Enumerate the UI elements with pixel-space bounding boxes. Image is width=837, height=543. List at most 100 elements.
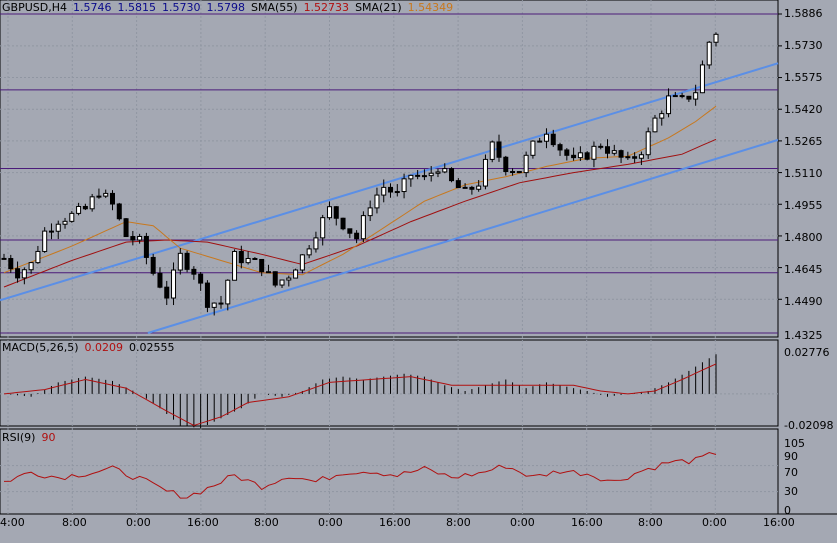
candle-body bbox=[523, 154, 529, 174]
sma21-label: SMA(21) bbox=[355, 1, 402, 14]
candle-body bbox=[96, 195, 102, 198]
candle-body bbox=[326, 206, 332, 219]
candle-body bbox=[177, 252, 183, 271]
price-tick: 1.5265 bbox=[784, 135, 823, 148]
candle-body bbox=[21, 269, 27, 279]
candle-body bbox=[252, 257, 258, 260]
candle-body bbox=[584, 152, 590, 160]
price-tick: 1.4955 bbox=[784, 199, 823, 212]
rsi-tick: 70 bbox=[784, 466, 798, 479]
candle-body bbox=[679, 95, 685, 98]
candle-body bbox=[109, 192, 115, 205]
candle-body bbox=[625, 156, 631, 159]
candle-body bbox=[184, 252, 190, 270]
candle-body bbox=[686, 95, 692, 100]
candle-body bbox=[62, 220, 68, 225]
candle-body bbox=[198, 273, 204, 284]
macd-tick: 0.02776 bbox=[784, 346, 830, 359]
price-tick: 1.5575 bbox=[784, 71, 823, 84]
candle-body bbox=[150, 256, 156, 274]
candle-body bbox=[510, 171, 516, 174]
candle-body bbox=[265, 271, 271, 274]
time-tick: 16:00 bbox=[763, 516, 795, 529]
candle-body bbox=[408, 174, 414, 180]
candle-body bbox=[123, 218, 129, 238]
candle-body bbox=[320, 217, 326, 239]
candle-body bbox=[157, 272, 163, 288]
time-tick: 16:00 bbox=[187, 516, 219, 529]
low-value: 1.5730 bbox=[161, 1, 201, 14]
candle-body bbox=[8, 258, 14, 270]
candle-body bbox=[652, 117, 658, 133]
macd-value-1: 0.0209 bbox=[84, 341, 124, 354]
sma55-line bbox=[3, 138, 717, 288]
price-tick: 1.4645 bbox=[784, 263, 823, 276]
price-tick: 1.4800 bbox=[784, 231, 823, 244]
candle-body bbox=[367, 207, 373, 217]
time-tick: 0:00 bbox=[318, 516, 343, 529]
candle-body bbox=[333, 206, 339, 219]
candle-body bbox=[225, 279, 231, 305]
rsi-label: RSI(9) bbox=[2, 431, 36, 444]
close-value: 1.5798 bbox=[206, 1, 245, 14]
time-tick: 4:00 bbox=[0, 516, 25, 529]
channel-upper-line bbox=[0, 62, 779, 302]
candle-body bbox=[713, 33, 719, 43]
candle-body bbox=[645, 131, 651, 156]
price-tick: 1.5730 bbox=[784, 39, 823, 52]
time-tick: 8:00 bbox=[62, 516, 87, 529]
candle-body bbox=[89, 196, 95, 210]
rsi-tick: 105 bbox=[784, 437, 805, 450]
candle-body bbox=[232, 251, 238, 281]
candle-body bbox=[354, 232, 360, 240]
candle-body bbox=[293, 269, 299, 279]
candle-body bbox=[632, 156, 638, 159]
price-tick: 1.5420 bbox=[784, 103, 823, 116]
candle-body bbox=[381, 186, 387, 196]
candle-body bbox=[259, 258, 265, 273]
candle-body bbox=[598, 145, 604, 148]
candle-body bbox=[299, 254, 305, 271]
sma21-line bbox=[3, 105, 717, 276]
candle-body bbox=[347, 228, 353, 234]
candle-body bbox=[388, 186, 394, 193]
time-tick: 16:00 bbox=[379, 516, 411, 529]
rsi-header: RSI(9) 90 bbox=[2, 432, 61, 444]
candle-body bbox=[482, 158, 488, 187]
rsi-panel-frame bbox=[0, 428, 779, 515]
candle-body bbox=[204, 282, 210, 308]
time-tick: 0:00 bbox=[510, 516, 535, 529]
candle-body bbox=[218, 302, 224, 305]
sma55-value: 1.52733 bbox=[303, 1, 350, 14]
candle-body bbox=[340, 217, 346, 230]
time-tick: 16:00 bbox=[571, 516, 603, 529]
candle-body bbox=[313, 237, 319, 250]
candle-body bbox=[48, 230, 54, 233]
time-tick: 8:00 bbox=[254, 516, 279, 529]
candle-body bbox=[15, 268, 21, 279]
symbol-label: GBPUSD,H4 bbox=[2, 1, 67, 14]
high-value: 1.5815 bbox=[117, 1, 156, 14]
candle-body bbox=[489, 141, 495, 160]
candle-body bbox=[130, 236, 136, 241]
macd-signal-line bbox=[3, 363, 717, 427]
candle-body bbox=[530, 140, 536, 156]
macd-panel-frame bbox=[0, 339, 779, 427]
time-tick: 0:00 bbox=[126, 516, 151, 529]
candle-body bbox=[537, 140, 543, 143]
candle-body bbox=[516, 171, 522, 174]
candle-body bbox=[279, 279, 285, 286]
candle-body bbox=[211, 302, 217, 308]
candle-body bbox=[394, 191, 400, 194]
candle-body bbox=[103, 192, 109, 197]
open-value: 1.5746 bbox=[72, 1, 112, 14]
rsi-tick: 0 bbox=[784, 504, 791, 517]
candle-body bbox=[442, 168, 448, 173]
candle-body bbox=[455, 180, 461, 189]
candle-body bbox=[428, 172, 434, 177]
candle-body bbox=[69, 212, 75, 222]
macd-tick: -0.02098 bbox=[784, 419, 834, 432]
candle-body bbox=[374, 194, 380, 209]
candle-body bbox=[116, 203, 122, 220]
